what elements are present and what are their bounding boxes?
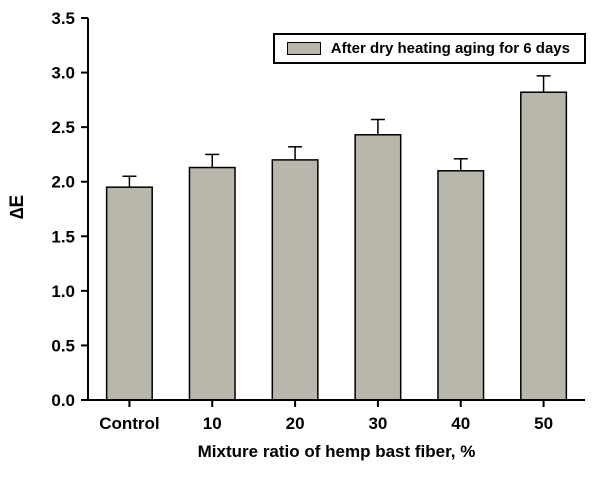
x-tick-label: 40	[451, 414, 470, 433]
y-tick-label: 3.0	[51, 64, 75, 83]
y-tick-label: 1.5	[51, 227, 75, 246]
y-tick-label: 2.5	[51, 118, 75, 137]
x-tick-label: 20	[286, 414, 305, 433]
y-tick-label: 1.0	[51, 282, 75, 301]
bar-20	[271, 159, 319, 401]
x-tick-label: 10	[203, 414, 222, 433]
y-tick-label: 0.0	[51, 391, 75, 410]
bar-50	[520, 91, 568, 401]
legend-label: After dry heating aging for 6 days	[330, 40, 570, 57]
y-axis-title: ∆E	[7, 194, 28, 220]
bar-Control	[105, 186, 153, 401]
x-tick-label: Control	[99, 414, 159, 433]
y-tick-label: 0.5	[51, 336, 75, 355]
y-tick-label: 2.0	[51, 173, 75, 192]
bar-10	[188, 166, 236, 401]
legend-swatch	[286, 42, 321, 55]
legend: After dry heating aging for 6 days	[272, 33, 586, 64]
y-tick-label: 3.5	[51, 9, 75, 28]
bar-30	[354, 134, 402, 401]
x-tick-label: 30	[368, 414, 387, 433]
x-tick-label: 50	[534, 414, 553, 433]
x-axis-title: Mixture ratio of hemp bast fiber, %	[197, 442, 476, 461]
bar-40	[437, 170, 485, 401]
